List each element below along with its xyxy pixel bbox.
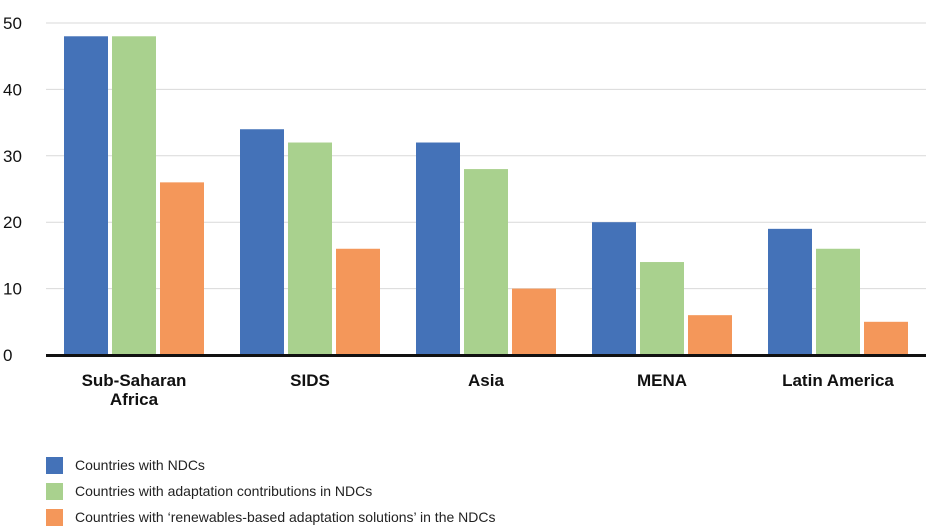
x-category-label: Asia xyxy=(468,371,504,390)
x-category-label-line: Africa xyxy=(110,390,159,409)
y-tick-label: 50 xyxy=(3,14,22,33)
bar xyxy=(768,228,812,355)
x-category-label: Latin America xyxy=(782,371,894,390)
y-tick-label: 20 xyxy=(3,213,22,232)
x-category-label-line: SIDS xyxy=(290,371,330,390)
bar xyxy=(64,36,108,355)
bar xyxy=(464,169,508,355)
x-category-label-line: Sub-Saharan xyxy=(82,371,187,390)
bar-chart: 0 10 20 30 40 50 Sub-Saharan Africa SIDS Asia MEN… xyxy=(3,14,926,409)
x-category-label-line: MENA xyxy=(637,371,687,390)
legend-label: Countries with adaptation contributions … xyxy=(75,483,373,499)
bar xyxy=(160,182,204,355)
legend-label: Countries with ‘renewables-based adaptat… xyxy=(75,509,496,525)
bar xyxy=(336,248,380,355)
y-axis-tick-labels: 0 10 20 30 40 50 xyxy=(3,14,22,365)
bar xyxy=(512,288,556,355)
bar xyxy=(288,142,332,355)
legend: Countries with NDCs Countries with adapta… xyxy=(46,452,496,530)
x-category-label: SIDS xyxy=(290,371,330,390)
legend-swatch xyxy=(46,508,63,526)
y-tick-label: 40 xyxy=(3,80,22,99)
y-tick-label: 30 xyxy=(3,147,22,166)
bar xyxy=(640,262,684,355)
bar xyxy=(112,36,156,355)
legend-label: Countries with NDCs xyxy=(75,457,205,473)
y-tick-label: 0 xyxy=(3,346,12,365)
x-category-label: MENA xyxy=(637,371,687,390)
x-axis-category-labels: Sub-Saharan Africa SIDS Asia MENA Latin Ameri… xyxy=(82,371,895,409)
bar xyxy=(240,129,284,355)
legend-swatch xyxy=(46,482,63,500)
legend-item: Countries with NDCs xyxy=(46,452,496,478)
bar xyxy=(416,142,460,355)
bar xyxy=(688,315,732,355)
x-category-label-line: Latin America xyxy=(782,371,894,390)
bars xyxy=(64,36,908,355)
x-category-label: Sub-Saharan Africa xyxy=(82,371,187,409)
bar xyxy=(592,222,636,355)
legend-swatch xyxy=(46,456,63,474)
bar xyxy=(864,321,908,355)
bar xyxy=(816,248,860,355)
legend-item: Countries with ‘renewables-based adaptat… xyxy=(46,504,496,530)
legend-item: Countries with adaptation contributions … xyxy=(46,478,496,504)
x-category-label-line: Asia xyxy=(468,371,504,390)
y-tick-label: 10 xyxy=(3,280,22,299)
